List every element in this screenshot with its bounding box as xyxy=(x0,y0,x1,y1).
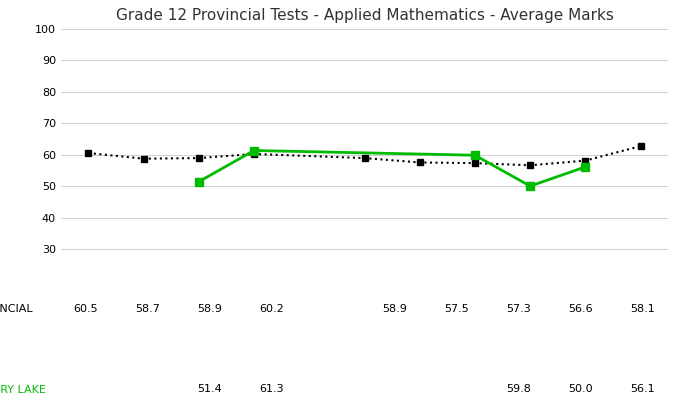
MYSTERY LAKE xyxy=(471,153,479,158)
PROVINCIAL xyxy=(140,156,148,161)
Line: MYSTERY LAKE: MYSTERY LAKE xyxy=(194,146,589,190)
PROVINCIAL xyxy=(195,155,203,160)
Line: PROVINCIAL: PROVINCIAL xyxy=(85,143,644,169)
PROVINCIAL xyxy=(416,160,424,165)
MYSTERY LAKE xyxy=(250,148,258,153)
Title: Grade 12 Provincial Tests - Applied Mathematics - Average Marks: Grade 12 Provincial Tests - Applied Math… xyxy=(115,8,614,23)
PROVINCIAL xyxy=(637,144,645,148)
PROVINCIAL xyxy=(360,155,369,160)
PROVINCIAL xyxy=(84,151,92,155)
MYSTERY LAKE xyxy=(581,164,589,169)
PROVINCIAL xyxy=(471,161,479,166)
PROVINCIAL xyxy=(581,158,589,163)
MYSTERY LAKE xyxy=(526,184,534,189)
PROVINCIAL xyxy=(250,151,258,156)
MYSTERY LAKE xyxy=(195,179,203,184)
PROVINCIAL xyxy=(526,163,534,168)
